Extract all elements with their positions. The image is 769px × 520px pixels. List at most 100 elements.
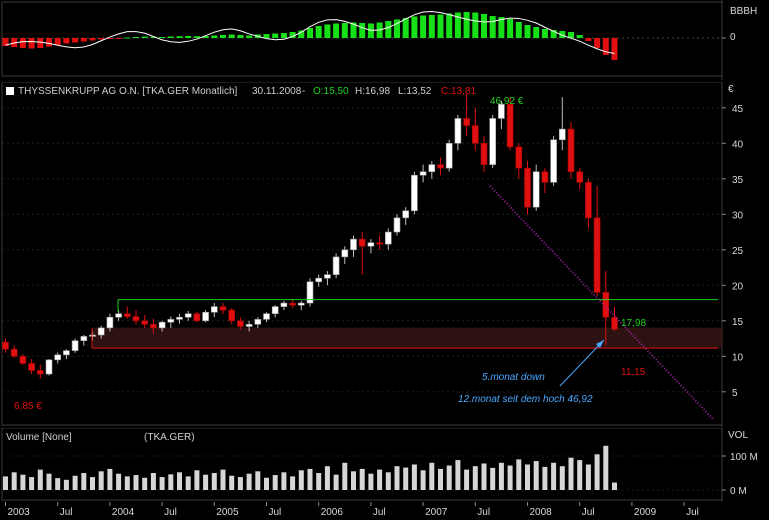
volume-panel: Volume [None] (TKA.GER) VOL 100 M 0 M <box>0 428 769 502</box>
price-tick-4: 25 <box>732 246 744 257</box>
indicator-bar <box>524 25 531 38</box>
candle <box>541 168 549 193</box>
indicator-bar <box>324 24 331 38</box>
indicator-bar <box>46 38 52 47</box>
indicator-bar <box>133 37 139 38</box>
indicator-bar <box>80 38 87 42</box>
x-axis-label: Jul <box>686 507 699 518</box>
volume-bar <box>159 477 165 490</box>
indicator-bar <box>541 29 548 38</box>
indicator-axis-label: BBBH <box>730 6 757 17</box>
indicator-bar <box>333 23 340 38</box>
volume-axis-label: VOL <box>728 430 748 441</box>
volume-bar <box>29 477 35 490</box>
candle <box>332 253 340 279</box>
indicator-bar <box>594 38 601 48</box>
indicator-bar <box>498 17 505 38</box>
volume-bar <box>20 474 26 490</box>
indicator-bar <box>559 31 566 38</box>
volume-bar <box>229 475 235 490</box>
candle <box>202 310 209 323</box>
candle <box>150 318 157 334</box>
candle <box>524 161 531 215</box>
candle <box>341 246 349 264</box>
indicator-bar <box>106 38 113 39</box>
volume-bar <box>394 466 400 490</box>
indicator-bar <box>515 22 522 38</box>
candle <box>393 214 401 236</box>
indicator-bar <box>263 34 270 38</box>
volume-bar <box>559 466 565 490</box>
candle <box>558 97 566 151</box>
indicator-bar <box>472 12 479 38</box>
price-tick-8: 5 <box>732 388 738 399</box>
volume-bar <box>542 466 548 490</box>
volume-bar <box>568 457 574 490</box>
header-close: C:13,81 <box>441 86 476 97</box>
indicator-bar <box>350 22 357 38</box>
candle <box>228 308 235 325</box>
annotation-green-level: 17,98 <box>621 318 646 329</box>
price-chart: € 45 40 35 30 25 20 15 10 5 THYSSENKRUPP AG O.N.… <box>1 82 744 427</box>
candle <box>437 157 444 176</box>
volume-bar <box>516 459 522 490</box>
volume-bar <box>455 460 461 490</box>
candle <box>411 171 418 215</box>
annotation-arrow-head <box>596 340 604 348</box>
volume-bar <box>603 445 609 490</box>
indicator-bar <box>446 13 453 38</box>
indicator-bar <box>280 33 287 38</box>
candle <box>184 310 192 321</box>
indicator-bar <box>454 12 461 38</box>
annotation-note-2: 12.monat seit dem hoch 46,92 <box>458 394 593 405</box>
indicator-line <box>5 10 615 54</box>
candle <box>506 97 514 151</box>
indicator-bar <box>411 16 418 38</box>
volume-bar <box>255 471 261 490</box>
volume-bar <box>551 462 557 490</box>
volume-bar <box>203 474 209 490</box>
indicator-bar <box>272 33 279 38</box>
indicator-bar <box>298 30 305 38</box>
volume-bar <box>438 468 443 490</box>
candle <box>237 317 244 330</box>
volume-bar <box>490 467 496 490</box>
indicator-bar <box>28 38 35 49</box>
volume-bar <box>55 478 61 490</box>
volume-bar <box>324 466 330 490</box>
indicator-bar <box>167 36 174 38</box>
indicator-bar <box>228 34 235 38</box>
price-tick-0: 45 <box>732 104 744 115</box>
volume-bar <box>481 463 487 490</box>
volume-bar <box>368 473 374 490</box>
volume-bar <box>290 476 296 490</box>
volume-bar <box>359 468 365 490</box>
volume-bar <box>446 465 452 490</box>
volume-bar <box>124 476 130 490</box>
volume-bar <box>533 461 539 490</box>
indicator-bar <box>576 35 583 38</box>
volume-bar <box>11 472 17 490</box>
indicator-bar <box>150 36 157 38</box>
x-axis-label: Jul <box>373 507 386 518</box>
indicator-bar <box>341 23 348 38</box>
candle <box>263 312 270 323</box>
volume-bar <box>168 474 174 490</box>
candle <box>480 136 488 172</box>
volume-bar <box>246 473 252 490</box>
indicator-bar <box>489 16 496 38</box>
price-tick-1: 40 <box>732 139 744 150</box>
indicator-bar <box>602 38 609 55</box>
annotation-high: 46,92 € <box>490 96 524 107</box>
volume-bar <box>333 474 339 490</box>
candle <box>454 114 462 151</box>
indicator-bar <box>402 18 409 38</box>
volume-bar <box>37 469 43 490</box>
indicator-bar <box>115 38 122 39</box>
candle <box>176 313 183 324</box>
volume-bar <box>429 462 435 490</box>
candle <box>36 364 44 379</box>
indicator-bar <box>202 36 209 38</box>
candle <box>376 235 383 250</box>
volume-bar <box>81 473 87 490</box>
